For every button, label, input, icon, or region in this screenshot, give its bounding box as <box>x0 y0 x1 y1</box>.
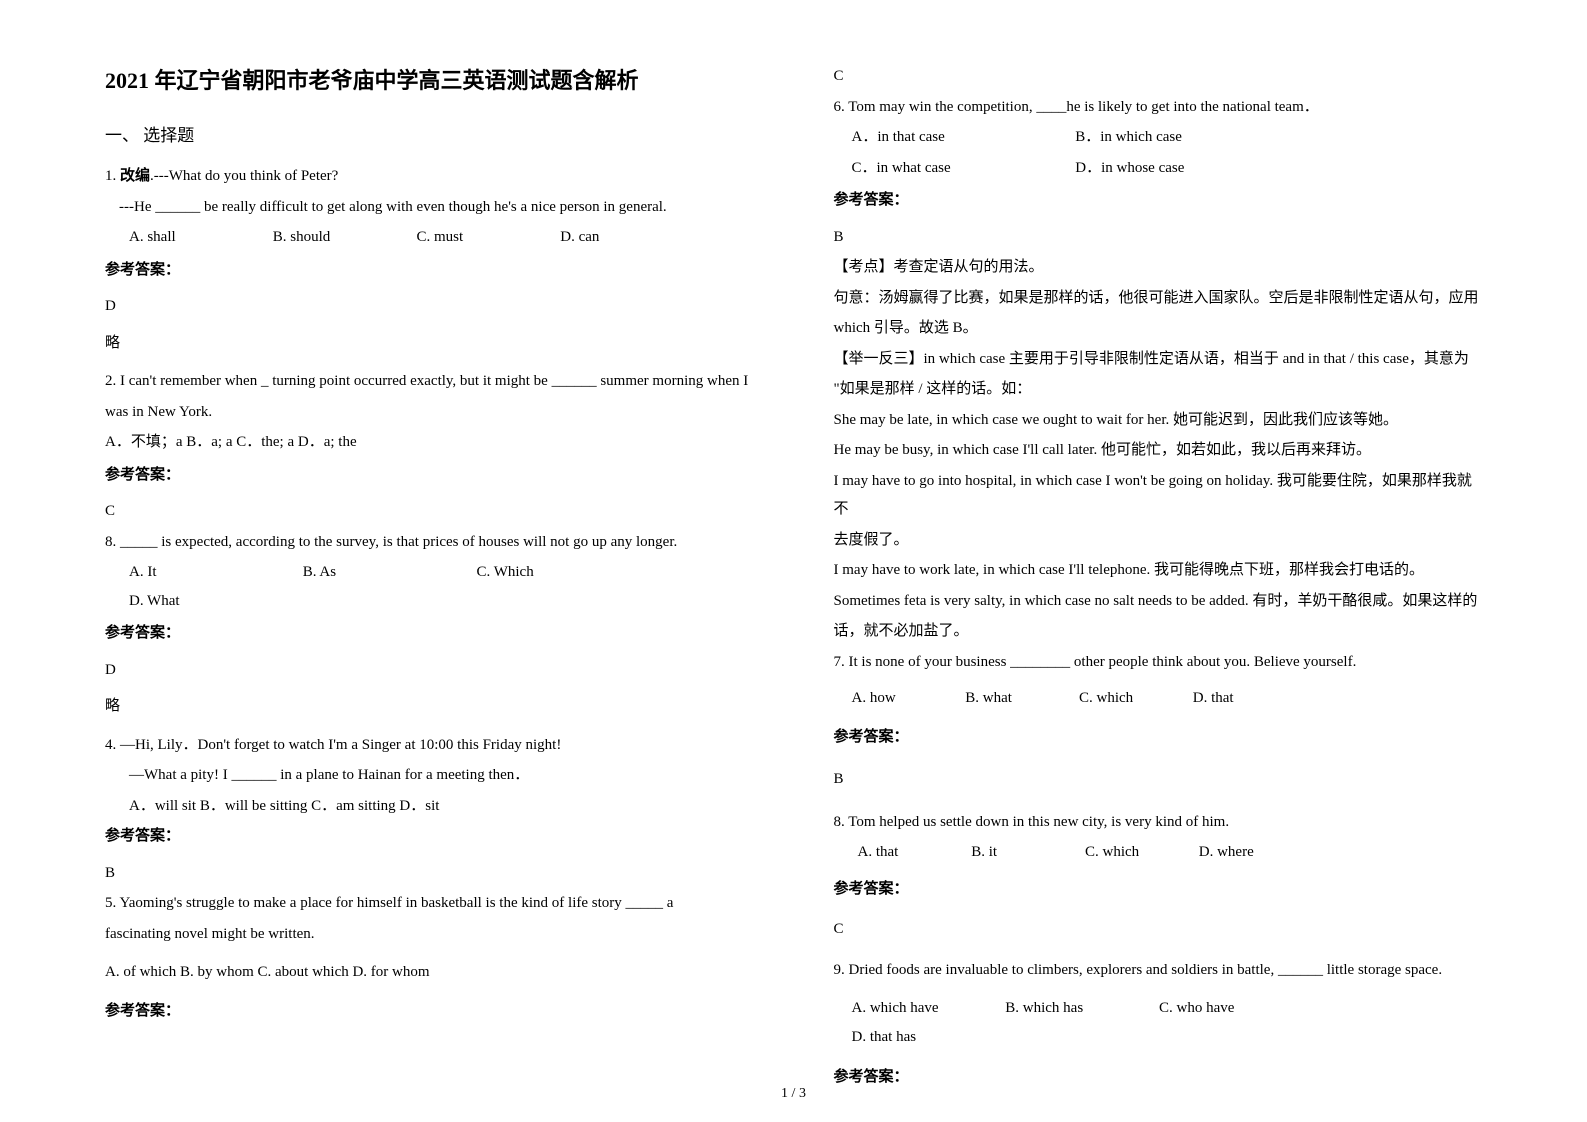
q4-line1: 4. —Hi, Lily．Don't forget to watch I'm a… <box>105 731 754 760</box>
q4-answer-label: 参考答案： <box>105 822 754 851</box>
q1-rest: .---What do you think of Peter? <box>150 168 338 184</box>
q6-opt-b: B．in which case <box>1075 123 1215 152</box>
q8-opt-d: D. where <box>1199 838 1309 867</box>
q2-line2: was in New York. <box>105 398 754 427</box>
q5-answer-label: 参考答案： <box>105 997 754 1026</box>
q8-stem: 8. Tom helped us settle down in this new… <box>834 808 1483 837</box>
q9-stem: 9. Dried foods are invaluable to climber… <box>834 956 1483 985</box>
q2-answer-label: 参考答案： <box>105 461 754 490</box>
q4-line2: —What a pity! I ______ in a plane to Hai… <box>105 761 754 790</box>
q1-opt-b: B. should <box>273 223 413 252</box>
q8-opt-c: C. which <box>1085 838 1195 867</box>
q3-answer-label: 参考答案： <box>105 619 754 648</box>
q3-answer: D <box>105 656 754 685</box>
q6-exp-l12: 话，就不必加盐了。 <box>834 617 1483 646</box>
q6-exp-l6: She may be late, in which case we ought … <box>834 406 1483 435</box>
q9-opt-d: D. that has <box>852 1023 992 1052</box>
q6-stem: 6. Tom may win the competition, ____he i… <box>834 93 1483 122</box>
q7-answer-label: 参考答案： <box>834 723 1483 752</box>
q6-exp-l3: which 引导。故选 B。 <box>834 314 1483 343</box>
q6-exp-l2: 句意：汤姆赢得了比赛，如果是那样的话，他很可能进入国家队。空后是非限制性定语从句… <box>834 284 1483 313</box>
q3-brief: 略 <box>105 692 754 721</box>
page-container: 2021 年辽宁省朝阳市老爷庙中学高三英语测试题含解析 一、 选择题 1. 改编… <box>0 0 1587 1122</box>
q1-opt-c: C. must <box>417 223 557 252</box>
left-column: 2021 年辽宁省朝阳市老爷庙中学高三英语测试题含解析 一、 选择题 1. 改编… <box>80 60 794 1092</box>
q1-brief: 略 <box>105 329 754 358</box>
q9-opt-a: A. which have <box>852 994 1002 1023</box>
q4-options: A．will sit B．will be sitting C．am sittin… <box>105 792 754 821</box>
q8-opt-a: A. that <box>858 838 968 867</box>
q6-opt-d: D．in whose case <box>1075 154 1215 183</box>
q6-opt-a: A．in that case <box>852 123 1072 152</box>
q1-opt-a: A. shall <box>129 223 269 252</box>
q8-answer-label: 参考答案： <box>834 875 1483 904</box>
q2-answer: C <box>105 497 754 526</box>
q3-stem: 8. _____ is expected, according to the s… <box>105 528 754 557</box>
q5-line2: fascinating novel might be written. <box>105 920 754 949</box>
q9-answer-label: 参考答案： <box>834 1063 1483 1092</box>
q6-exp-l11: Sometimes feta is very salty, in which c… <box>834 587 1483 616</box>
page-number: 1 / 3 <box>781 1086 806 1102</box>
section-heading: 一、 选择题 <box>105 120 754 152</box>
q7-opt-a: A. how <box>852 684 962 713</box>
q3-opt-a: A. It <box>129 558 299 587</box>
q1-bold: 改编 <box>120 168 150 184</box>
q1-prefix: 1. <box>105 168 120 184</box>
q6-answer: B <box>834 223 1483 252</box>
q9-opt-c: C. who have <box>1159 994 1349 1023</box>
q7-opt-c: C. which <box>1079 684 1189 713</box>
q7-stem: 7. It is none of your business ________ … <box>834 648 1483 677</box>
q5-answer: C <box>834 62 1483 91</box>
q6-exp-l8: I may have to go into hospital, in which… <box>834 467 1483 524</box>
q3-options: A. It B. As C. Which D. What <box>105 558 754 615</box>
q1-opt-d: D. can <box>560 223 700 252</box>
q3-opt-c: C. Which <box>477 558 587 587</box>
q2-options: A．不填；a B．a; a C．the; a D．a; the <box>105 428 754 457</box>
q9-options: A. which have B. which has C. who have D… <box>834 994 1483 1051</box>
q6-exp-l5: "如果是那样 / 这样的话。如： <box>834 375 1483 404</box>
q8-answer: C <box>834 915 1483 944</box>
q1-stem: 1. 改编.---What do you think of Peter? <box>105 162 754 191</box>
q3-opt-d: D. What <box>129 587 299 616</box>
q6-exp-l4: 【举一反三】in which case 主要用于引导非限制性定语从语，相当于 a… <box>834 345 1483 374</box>
q6-exp-l1: 【考点】考查定语从句的用法。 <box>834 253 1483 282</box>
q6-opt-c: C．in what case <box>852 154 1072 183</box>
q6-answer-label: 参考答案： <box>834 186 1483 215</box>
q7-opt-b: B. what <box>965 684 1075 713</box>
q8-options: A. that B. it C. which D. where <box>834 838 1483 867</box>
document-title: 2021 年辽宁省朝阳市老爷庙中学高三英语测试题含解析 <box>105 60 754 102</box>
right-column: C 6. Tom may win the competition, ____he… <box>794 60 1508 1092</box>
q9-opt-b: B. which has <box>1005 994 1155 1023</box>
q4-answer: B <box>105 859 754 888</box>
q5-line1: 5. Yaoming's struggle to make a place fo… <box>105 889 754 918</box>
q1-answer-label: 参考答案： <box>105 256 754 285</box>
q5-options: A. of which B. by whom C. about which D.… <box>105 958 754 987</box>
q6-exp-l9: 去度假了。 <box>834 526 1483 555</box>
q8-opt-b: B. it <box>971 838 1081 867</box>
q1-options: A. shall B. should C. must D. can <box>105 223 754 252</box>
q1-answer: D <box>105 292 754 321</box>
q6-opts-row1: A．in that case B．in which case <box>834 123 1483 152</box>
q7-options: A. how B. what C. which D. that <box>834 684 1483 713</box>
q2-line1: 2. I can't remember when _ turning point… <box>105 367 754 396</box>
q6-exp-l7: He may be busy, in which case I'll call … <box>834 436 1483 465</box>
q7-answer: B <box>834 765 1483 794</box>
q6-exp-l10: I may have to work late, in which case I… <box>834 556 1483 585</box>
q1-line2: ---He ______ be really difficult to get … <box>105 193 754 222</box>
q6-opts-row2: C．in what case D．in whose case <box>834 154 1483 183</box>
q3-opt-b: B. As <box>303 558 473 587</box>
q7-opt-d: D. that <box>1193 684 1303 713</box>
